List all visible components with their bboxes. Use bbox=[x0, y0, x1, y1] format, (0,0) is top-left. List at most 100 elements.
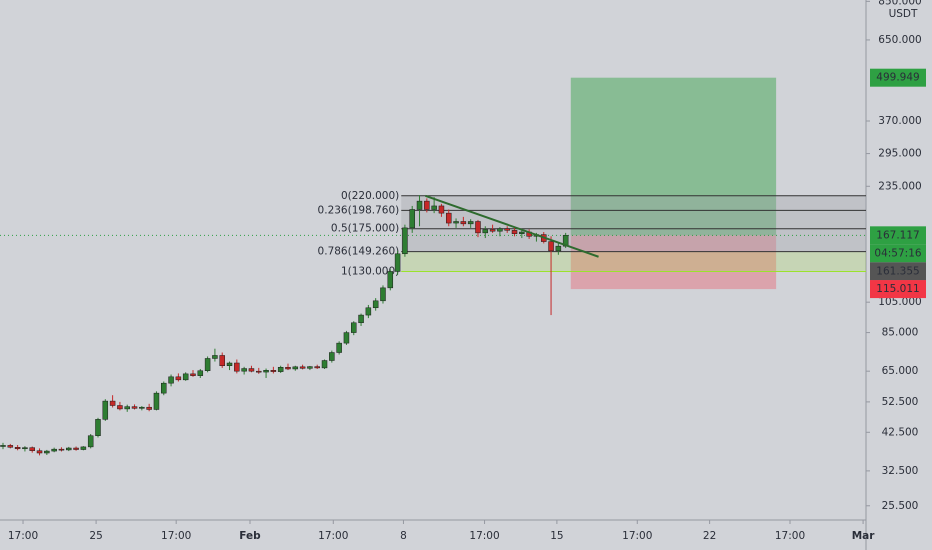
countdown-label-bg bbox=[870, 244, 926, 263]
candle-body bbox=[124, 406, 130, 410]
candle-body bbox=[175, 376, 182, 381]
y-tick-label: 105.000 bbox=[878, 296, 921, 308]
y-tick-label: 32.500 bbox=[882, 465, 919, 477]
candle-body bbox=[197, 370, 204, 376]
candle-body bbox=[87, 435, 94, 448]
x-tick-label: 17:00 bbox=[775, 530, 805, 542]
candle-body bbox=[511, 230, 518, 234]
candle-body bbox=[241, 368, 247, 372]
candle-body bbox=[519, 231, 525, 234]
candle-body bbox=[380, 287, 386, 302]
candle-body bbox=[475, 221, 481, 234]
y-tick-label: 650.000 bbox=[878, 34, 921, 46]
stop-price-label-bg bbox=[870, 280, 926, 299]
candle-body bbox=[0, 445, 6, 447]
candle-body bbox=[44, 450, 50, 454]
candle-body bbox=[263, 370, 269, 373]
candle-body bbox=[248, 368, 255, 372]
fib-label: 1(130.000) bbox=[341, 265, 399, 277]
candle-body bbox=[424, 200, 430, 210]
candle-body bbox=[58, 448, 65, 451]
candle-body bbox=[394, 253, 401, 272]
stop-zone bbox=[570, 235, 777, 290]
x-tick-label: 15 bbox=[550, 530, 563, 542]
candle-body bbox=[14, 447, 21, 450]
candle-body bbox=[489, 229, 496, 232]
fib-zone bbox=[401, 251, 866, 272]
y-tick-label: 42.500 bbox=[882, 426, 919, 438]
candle-body bbox=[548, 241, 554, 252]
candle-body bbox=[226, 362, 233, 366]
candle-body bbox=[51, 448, 57, 452]
y-tick-label: 85.000 bbox=[882, 327, 919, 339]
candle-body bbox=[285, 366, 291, 370]
candle-body bbox=[29, 447, 35, 451]
candle-body bbox=[168, 376, 174, 384]
candle-body bbox=[372, 300, 379, 309]
x-tick-label: 17:00 bbox=[161, 530, 191, 542]
entry-price-label-bg bbox=[870, 226, 926, 245]
candle-body bbox=[219, 355, 225, 366]
candle-body bbox=[36, 450, 43, 454]
y-tick-label: 25.500 bbox=[882, 500, 919, 512]
candle-body bbox=[329, 352, 335, 361]
candle-body bbox=[7, 445, 14, 448]
candle-body bbox=[365, 307, 372, 316]
candle-body bbox=[277, 366, 284, 372]
candle-body bbox=[139, 406, 145, 409]
candle-body bbox=[66, 447, 72, 451]
candle-body bbox=[256, 370, 262, 373]
candle-body bbox=[416, 200, 423, 210]
fib-label: 0.5(175.000) bbox=[331, 223, 399, 235]
x-tick-label: 25 bbox=[89, 530, 102, 542]
countdown-label: 04:57:16 bbox=[874, 247, 921, 259]
trendline bbox=[425, 194, 599, 258]
fib-zone bbox=[401, 228, 866, 252]
x-tick-label: Mar bbox=[852, 530, 876, 542]
y-tick-label: 370.000 bbox=[878, 115, 921, 127]
candle-body bbox=[314, 366, 320, 369]
candle-body bbox=[204, 358, 211, 371]
candle-body bbox=[497, 228, 503, 232]
candle-body bbox=[351, 322, 357, 333]
candle-body bbox=[109, 400, 116, 406]
candle-body bbox=[358, 314, 364, 324]
target-price-label: 499.949 bbox=[876, 72, 919, 84]
x-tick-label: Feb bbox=[239, 530, 261, 542]
candle-body bbox=[482, 229, 489, 234]
candle-body bbox=[270, 370, 277, 372]
candle-body bbox=[292, 366, 299, 370]
fib-label: 0(220.000) bbox=[341, 190, 399, 202]
x-tick-label: 8 bbox=[400, 530, 407, 542]
y-tick-label: 52.500 bbox=[882, 396, 919, 408]
candle-body bbox=[102, 400, 109, 420]
candle-body bbox=[182, 373, 189, 381]
candle-body bbox=[387, 271, 394, 289]
candle-body bbox=[73, 447, 79, 450]
candle-body bbox=[161, 382, 167, 394]
stop-price-label: 115.011 bbox=[876, 283, 919, 295]
y-tick-label: 235.000 bbox=[878, 180, 921, 192]
fib-zone bbox=[401, 210, 866, 229]
candle-body bbox=[402, 227, 408, 255]
target-zone bbox=[570, 77, 777, 236]
candle-body bbox=[80, 446, 87, 450]
x-tick-label: 17:00 bbox=[622, 530, 652, 542]
candle-body bbox=[321, 360, 328, 369]
candle-body bbox=[22, 447, 28, 450]
candle-body bbox=[467, 221, 474, 225]
candle-body bbox=[431, 205, 437, 210]
fib-zone bbox=[401, 195, 866, 211]
candle-body bbox=[212, 355, 218, 359]
x-tick-label: 22 bbox=[703, 530, 716, 542]
candle-body bbox=[95, 419, 101, 436]
candle-body bbox=[438, 205, 445, 214]
candle-body bbox=[343, 332, 350, 344]
candle-body bbox=[234, 362, 240, 372]
fib-label: 0.786(149.260) bbox=[318, 246, 400, 258]
candle-body bbox=[555, 245, 562, 252]
target-price-label-bg bbox=[870, 68, 926, 87]
axis-unit: USDT bbox=[889, 8, 918, 20]
